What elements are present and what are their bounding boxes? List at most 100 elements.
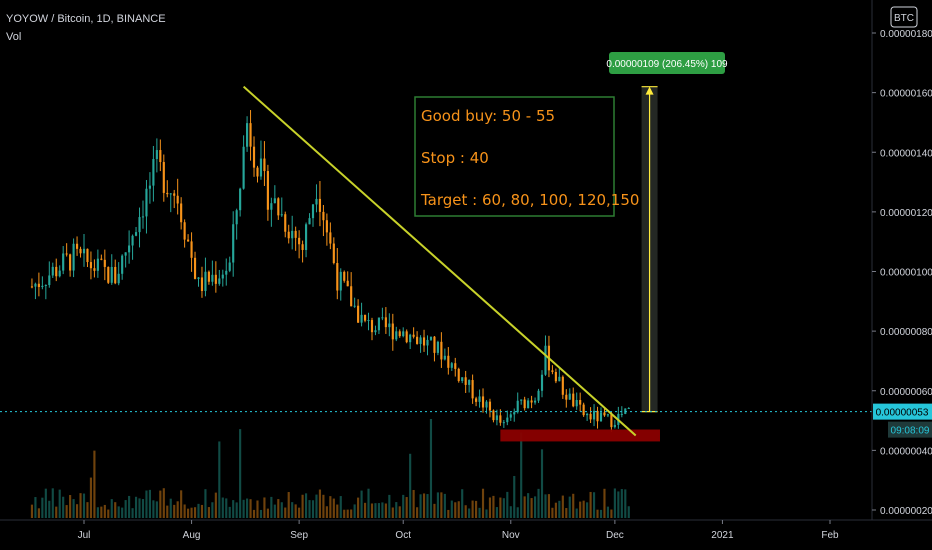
- time-tick-label: Jul: [78, 530, 91, 541]
- volume-bar: [221, 497, 224, 518]
- volume-bar: [124, 500, 127, 518]
- volume-bar: [110, 499, 113, 518]
- candle-body: [141, 216, 145, 218]
- volume-bar: [141, 499, 145, 518]
- volume-bar: [86, 502, 89, 518]
- price-range-measure[interactable]: 0.00000109 (206.45%) 109: [606, 52, 728, 413]
- volume-bar: [107, 509, 110, 518]
- price-scale[interactable]: 0.00000180 0.00000160 0.00000140 0.00000120…: [871, 0, 932, 520]
- candle-body: [485, 401, 488, 408]
- candle-body: [211, 274, 214, 282]
- candle-body: [315, 198, 318, 205]
- candle-body: [586, 413, 589, 416]
- volume-bar: [492, 495, 495, 518]
- volume-bar: [329, 496, 332, 518]
- candle-body: [589, 413, 592, 420]
- volume-bar: [506, 491, 509, 518]
- volume-bar: [72, 499, 75, 518]
- volume-bar: [353, 504, 356, 518]
- volume-bar: [51, 488, 54, 518]
- candle-body: [173, 193, 176, 196]
- candle-body: [204, 271, 207, 291]
- volume-bar: [509, 506, 512, 518]
- volume-bar: [547, 494, 551, 518]
- candle-body: [176, 195, 179, 204]
- currency-badge[interactable]: [890, 6, 918, 28]
- volume-bar: [30, 504, 34, 518]
- time-tick-labels: Jul Aug Sep Oct Nov Dec 2021 Feb: [78, 520, 839, 541]
- trade-note-box[interactable]: Good buy: 50 - 55 Stop : 40 Target : 60,…: [414, 96, 639, 217]
- volume-bar: [624, 489, 627, 518]
- candle-body: [72, 243, 75, 271]
- price-tick-label: 0.00000140: [880, 148, 932, 159]
- candle-body: [121, 255, 124, 274]
- volume-bar: [315, 494, 318, 518]
- candle-body: [454, 363, 457, 369]
- volume-bar: [436, 492, 439, 518]
- candle-body: [155, 150, 158, 160]
- candle-body: [450, 363, 453, 368]
- candle-body: [606, 414, 610, 416]
- time-scale[interactable]: Jul Aug Sep Oct Nov Dec 2021 Feb: [0, 519, 932, 541]
- volume-bar: [412, 489, 415, 518]
- volume-bar: [117, 506, 120, 518]
- stop-zone-rectangle[interactable]: [500, 429, 660, 442]
- candle-body: [48, 275, 51, 286]
- volume-bar: [159, 490, 162, 518]
- candle-body: [311, 204, 315, 219]
- candle-body: [575, 399, 578, 407]
- candle-body: [93, 268, 96, 271]
- volume-bar: [554, 502, 557, 518]
- volume-bar: [204, 489, 207, 518]
- volume-bar: [298, 507, 301, 518]
- candle-body: [468, 380, 471, 385]
- candle-body: [252, 146, 256, 168]
- candle-body: [592, 410, 596, 420]
- volume-bar: [214, 492, 217, 518]
- volume-bar: [533, 496, 537, 518]
- price-scale-background: [872, 0, 932, 520]
- candle-body: [627, 407, 630, 409]
- candle-body: [516, 400, 519, 413]
- price-tick-label: 0.00000160: [880, 89, 932, 100]
- volume-bar: [422, 493, 426, 518]
- volume-bar: [134, 496, 138, 518]
- candle-body: [239, 188, 242, 211]
- volume-indicator-label[interactable]: Vol: [6, 31, 21, 43]
- candle-body: [350, 286, 353, 307]
- candle-body: [381, 317, 384, 319]
- candle-body: [419, 337, 422, 344]
- time-tick-label: Oct: [395, 530, 411, 541]
- volume-bar: [464, 505, 467, 518]
- volume-bar: [603, 488, 606, 518]
- candle-body: [124, 252, 127, 256]
- current-price-label: 0.00000053: [876, 408, 929, 419]
- descending-trendline[interactable]: [242, 85, 637, 437]
- volume-bar: [433, 503, 436, 518]
- candle-body: [520, 399, 523, 401]
- candle-body: [117, 273, 120, 284]
- volume-bar: [558, 500, 561, 518]
- volume-bar: [374, 503, 377, 518]
- volume-bar: [121, 507, 124, 518]
- volume-bar: [454, 502, 457, 518]
- volume-bar: [58, 489, 61, 518]
- candle-body: [207, 271, 210, 282]
- current-price-badge: [873, 403, 932, 420]
- volume-bar: [592, 492, 596, 518]
- volume-bar: [284, 507, 287, 518]
- volume-bar: [232, 500, 235, 518]
- candle-body: [613, 424, 616, 428]
- volume-bar: [190, 507, 193, 518]
- volume-bar: [516, 507, 519, 518]
- candle-body: [343, 271, 346, 281]
- volume-bar: [235, 502, 238, 518]
- candle-body: [214, 274, 217, 284]
- measure-label: 0.00000109 (206.45%) 109: [606, 59, 728, 70]
- candle-body: [412, 334, 415, 337]
- measure-label-background: [609, 52, 725, 74]
- candle-body: [30, 286, 34, 288]
- volume-bar: [450, 500, 453, 518]
